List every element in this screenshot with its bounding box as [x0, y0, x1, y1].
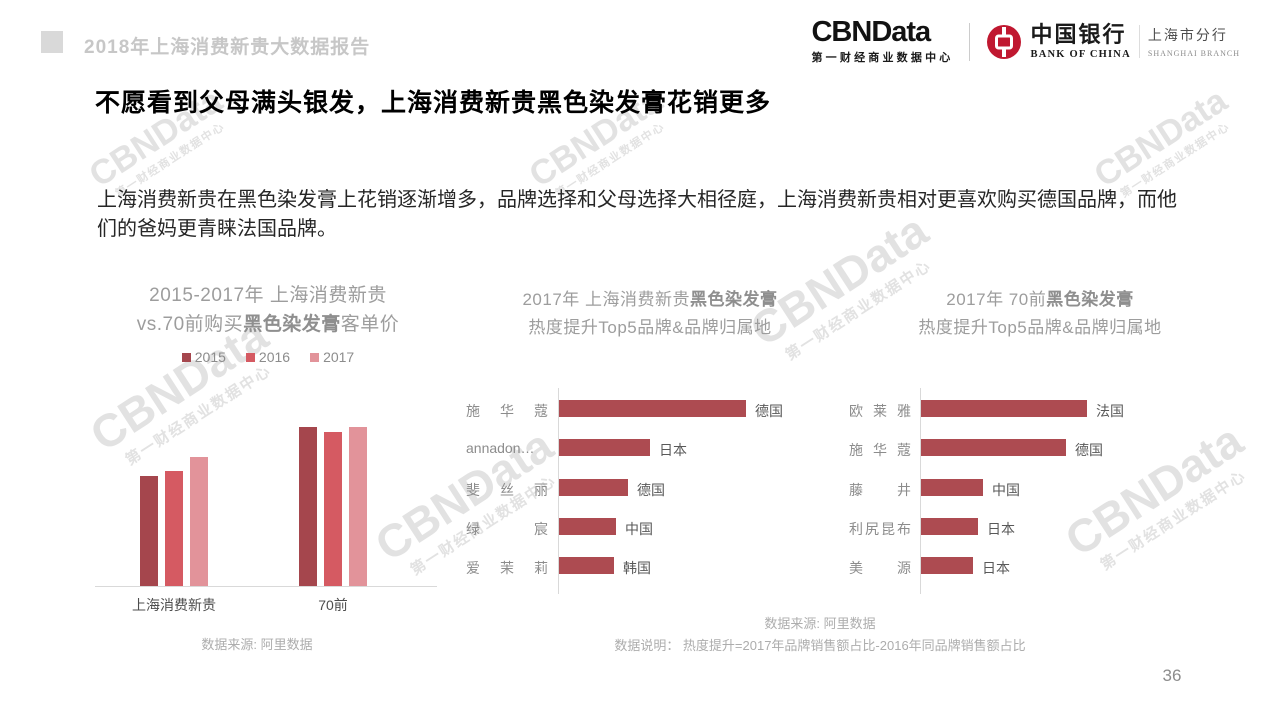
chart-row-施华蔻: 施华蔻 德国 — [830, 439, 1230, 459]
legend-swatch — [245, 352, 255, 362]
bar-2017-70前 — [349, 427, 367, 586]
bank-of-china-text: 中国银行 BANK OF CHINA — [1030, 21, 1131, 60]
country-label: 德国 — [637, 481, 665, 498]
brand-bar — [921, 439, 1066, 457]
boc-name-cn: 中国银行 — [1030, 21, 1127, 47]
brand-bar — [559, 439, 650, 457]
category-label-70前: 70前 — [318, 597, 348, 613]
brand-label: 藤井 — [849, 481, 911, 498]
brand-label: 利尻昆布 — [849, 520, 911, 537]
brand-label: 爱茉莉 — [466, 560, 548, 577]
brand-label: 欧莱雅 — [849, 403, 911, 419]
boc-branch-cn: 上海市分行 — [1147, 29, 1228, 44]
charts-note: 数据说明： 热度提升=2017年品牌销售额占比-2016年同品牌销售额占比 — [614, 638, 1026, 653]
chart-row-施华蔻: 施华蔻 德国 — [450, 400, 850, 419]
cbndata-logo-text: CBNData — [811, 16, 931, 48]
brand-label: 施华蔻 — [849, 442, 911, 459]
brand-bar — [559, 400, 746, 417]
bank-of-china-logo-icon — [987, 24, 1022, 59]
chart-row-annadon…: annadon… 日本 — [450, 439, 850, 459]
category-label-上海消费新贵: 上海消费新贵 — [132, 597, 216, 613]
page-number: 36 — [1162, 666, 1182, 685]
legend-item-2017: 2017 — [310, 349, 354, 365]
country-label: 日本 — [987, 520, 1015, 537]
country-label: 韩国 — [623, 560, 651, 577]
country-label: 法国 — [1096, 403, 1124, 419]
right-chart-title-line1: 2017年 70前黑色染发膏 — [946, 290, 1134, 309]
cbndata-logo: CBNData 第一财经商业数据中心 — [811, 18, 953, 65]
country-label: 中国 — [625, 520, 653, 537]
chart-row-欧莱雅: 欧莱雅 法国 — [830, 400, 1230, 419]
brand-bar — [921, 517, 978, 535]
country-label: 日本 — [982, 560, 1010, 577]
bar-2017-上海消费新贵 — [190, 457, 208, 586]
bar-2015-上海消费新贵 — [140, 476, 158, 586]
logo-divider — [969, 22, 971, 61]
bar-group-70前 — [299, 427, 367, 586]
left-chart-plot — [95, 420, 437, 587]
middle-chart-plot: 施华蔻 德国 annadon… 日本 斐丝丽 德国 绿宸 中国 爱茉莉 韩国 — [450, 385, 850, 600]
middle-chart-title-line2: 热度提升Top5品牌&品牌归属地 — [528, 318, 772, 337]
left-chart-source: 数据来源: 阿里数据 — [201, 637, 313, 652]
brand-bar — [559, 517, 616, 535]
report-title: 2018年上海消费新贵大数据报告 — [84, 37, 371, 58]
country-label: 德国 — [1075, 442, 1103, 459]
bank-of-china-logo: 中国银行 BANK OF CHINA 上海市分行 SHANGHAI BRANCH — [986, 21, 1240, 60]
legend-item-2016: 2016 — [245, 349, 291, 365]
slide-body-text: 上海消费新贵在黑色染发膏上花销逐渐增多，品牌选择和父母选择大相径庭，上海消费新贵… — [97, 189, 1177, 240]
legend-item-2015: 2015 — [181, 349, 226, 365]
bar-2015-70前 — [299, 427, 317, 586]
brand-label: 美源 — [849, 560, 911, 577]
boc-branch-en: SHANGHAI BRANCH — [1147, 49, 1240, 58]
brand-bar — [921, 400, 1087, 417]
brand-label: 斐丝丽 — [466, 481, 548, 498]
brand-bar — [559, 557, 614, 575]
left-chart-title-line1: 2015-2017年 上海消费新贵 — [149, 285, 387, 306]
boc-name-en: BANK OF CHINA — [1030, 48, 1131, 60]
header-logos: CBNData 第一财经商业数据中心 中国银行 BANK OF CHINA 上海… — [811, 18, 1240, 65]
right-chart-plot: 欧莱雅 法国 施华蔻 德国 藤井 中国 利尻昆布 日本 美源 日本 — [830, 385, 1230, 600]
legend-label: 2015 — [194, 349, 226, 365]
right-chart-title: 2017年 70前黑色染发膏 热度提升Top5品牌&品牌归属地 — [850, 286, 1230, 342]
legend-swatch — [310, 352, 320, 362]
chart-row-绿宸: 绿宸 中国 — [450, 517, 850, 537]
chart-row-利尻昆布: 利尻昆布 日本 — [830, 517, 1230, 537]
country-label: 中国 — [992, 481, 1020, 498]
left-chart-title: 2015-2017年 上海消费新贵 vs.70前购买黑色染发膏客单价 — [98, 281, 438, 339]
right-chart-title-line2: 热度提升Top5品牌&品牌归属地 — [918, 318, 1162, 337]
vertical-axis-line — [558, 388, 559, 594]
legend-swatch — [181, 352, 191, 362]
country-label: 日本 — [659, 442, 687, 459]
legend-label: 2017 — [323, 349, 355, 365]
charts-footnotes: 数据来源: 阿里数据 数据说明： 热度提升=2017年品牌销售额占比-2016年… — [540, 613, 1100, 657]
legend-label: 2016 — [258, 349, 291, 365]
charts-source: 数据来源: 阿里数据 — [764, 616, 876, 631]
left-chart-title-line2: vs.70前购买黑色染发膏客单价 — [136, 314, 400, 335]
header-bullet-square — [41, 31, 63, 53]
brand-label: 绿宸 — [466, 520, 548, 537]
bar-2016-70前 — [324, 432, 342, 586]
chart-row-爱茉莉: 爱茉莉 韩国 — [450, 557, 850, 577]
brand-label: 施华蔻 — [466, 403, 548, 419]
middle-chart-title: 2017年 上海消费新贵黑色染发膏 热度提升Top5品牌&品牌归属地 — [460, 286, 840, 342]
watermark-title: CBNData — [1086, 80, 1234, 195]
vertical-axis-line — [920, 388, 921, 594]
chart-row-藤井: 藤井 中国 — [830, 478, 1230, 498]
bar-2016-上海消费新贵 — [165, 471, 183, 586]
slide-headline: 不愿看到父母满头银发，上海消费新贵黑色染发膏花销更多 — [95, 89, 772, 117]
brand-bar — [921, 478, 983, 496]
brand-label: annadon… — [466, 440, 535, 457]
chart-row-斐丝丽: 斐丝丽 德国 — [450, 478, 850, 498]
middle-chart-title-line1: 2017年 上海消费新贵黑色染发膏 — [522, 290, 778, 309]
cbndata-logo-subtitle: 第一财经商业数据中心 — [811, 52, 954, 64]
chart-row-美源: 美源 日本 — [830, 557, 1230, 577]
brand-bar — [559, 478, 628, 496]
boc-branch: 上海市分行 SHANGHAI BRANCH — [1138, 25, 1240, 58]
bar-group-上海消费新贵 — [140, 457, 208, 586]
left-chart-legend: 2015 2016 2017 — [98, 349, 438, 365]
country-label: 德国 — [755, 403, 783, 419]
brand-bar — [921, 557, 973, 575]
